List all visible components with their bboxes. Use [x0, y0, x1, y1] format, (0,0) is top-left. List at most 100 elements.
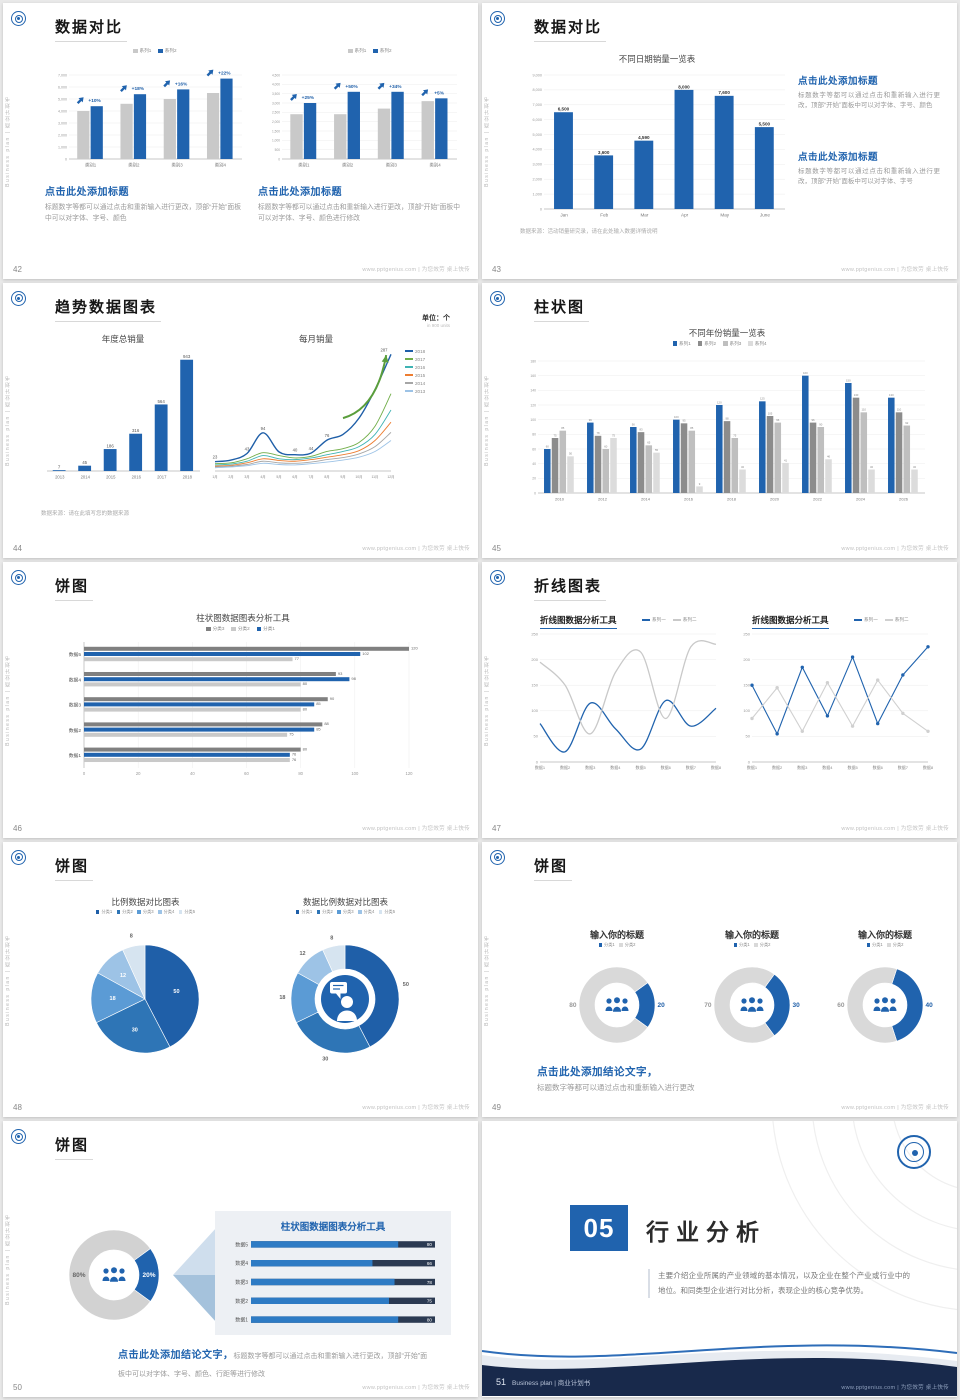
- svg-text:50: 50: [403, 982, 409, 988]
- svg-text:数据5: 数据5: [847, 764, 858, 770]
- svg-text:60: 60: [244, 771, 249, 776]
- slide-51[interactable]: 05 行业分析 主要介绍企业所属的产业领域的基本情况，以及企业在整个产业或行业中…: [482, 1121, 957, 1397]
- svg-text:数据7: 数据7: [898, 764, 909, 770]
- svg-text:40: 40: [293, 447, 298, 452]
- donut-chart: 50 30 18 12 8: [265, 920, 425, 1078]
- legend-item: 系列2: [158, 48, 177, 54]
- legend-item: 2016: [405, 365, 425, 370]
- svg-text:88: 88: [324, 721, 329, 726]
- chart-legend: 系列一 系列二: [854, 617, 909, 623]
- slide-49[interactable]: Business plan | 商业计划书 饼图 输入你的标题 分类1 分类2 2…: [482, 841, 957, 1118]
- svg-text:6,000: 6,000: [58, 85, 67, 89]
- svg-text:110: 110: [862, 407, 867, 411]
- svg-text:12: 12: [299, 951, 305, 957]
- page-number: 50: [13, 1383, 22, 1392]
- svg-text:+50%: +50%: [345, 84, 358, 90]
- svg-text:数据4: 数据4: [235, 1261, 248, 1268]
- legend-item: 2013: [405, 389, 425, 394]
- chapter-number: 05: [570, 1205, 628, 1252]
- legend-item: 分类5: [378, 909, 395, 915]
- svg-text:200: 200: [743, 657, 750, 662]
- slide-title: 趋势数据图表: [55, 296, 162, 322]
- svg-text:+18%: +18%: [132, 86, 145, 92]
- slide-50[interactable]: Business plan | 商业计划书 饼图 20% 80% 柱状图数据图表分…: [3, 1121, 478, 1397]
- svg-text:100: 100: [674, 415, 679, 419]
- svg-text:150: 150: [743, 683, 750, 688]
- side-label: Business plan | 商业计划书: [5, 933, 11, 1026]
- svg-text:12月: 12月: [387, 475, 394, 479]
- legend-item: 分类3: [337, 909, 354, 915]
- svg-text:44: 44: [309, 446, 314, 451]
- brand-logo-icon: [11, 11, 26, 26]
- svg-text:40: 40: [925, 1002, 933, 1009]
- svg-text:数据5: 数据5: [635, 764, 646, 770]
- svg-text:3,000: 3,000: [272, 101, 280, 105]
- svg-text:150: 150: [531, 683, 538, 688]
- slide-46[interactable]: Business plan | 商业计划书 饼图 柱状图数据图表分析工具 分类3…: [3, 562, 478, 838]
- svg-text:2016: 2016: [132, 474, 142, 479]
- legend-item: 系列4: [748, 341, 767, 347]
- donut-chart: 20 80: [557, 954, 677, 1056]
- svg-text:60: 60: [532, 447, 536, 451]
- unit-label: 单位：个 in 900 units: [422, 313, 450, 328]
- svg-text:+5%: +5%: [434, 90, 444, 96]
- page-number: 51: [496, 1377, 507, 1387]
- conclusion-heading: 点击此处添加结论文字，: [118, 1350, 234, 1362]
- legend-item: 2014: [405, 381, 425, 386]
- chart-legend: 系列1 系列2: [348, 48, 392, 54]
- pie-chart: 50 30 18 12 8: [65, 920, 225, 1078]
- chart-legend: 分类1 分类2 分类3 分类4 分类5: [53, 909, 238, 915]
- block-body: 标题数字等都可以通过点击和重新输入进行更改，顶部“开始”面板中可以对字体、字号、…: [45, 203, 241, 222]
- svg-text:83: 83: [639, 427, 643, 431]
- svg-text:92: 92: [905, 421, 909, 425]
- svg-text:100: 100: [530, 418, 536, 422]
- svg-text:0: 0: [65, 157, 67, 161]
- svg-text:78: 78: [596, 431, 600, 435]
- svg-text:+16%: +16%: [175, 81, 188, 87]
- slide-45[interactable]: Business plan | 商业计划书 柱状图 不同年份销量一览表 系列1 系…: [482, 282, 957, 559]
- slide-43[interactable]: Business plan | 商业计划书 数据对比 不同日期销量一览表 0 1,…: [482, 3, 957, 279]
- multi-series-bar-chart: 0 20 40 60 80 100 120 140 160 180 60 96 90 100 120 125 1…: [514, 353, 928, 505]
- svg-text:2017: 2017: [157, 474, 167, 479]
- donut-chart: 30 70: [692, 954, 812, 1056]
- slide-47[interactable]: Business plan | 商业计划书 折线图表 折线图数据分析工具 系列一…: [482, 562, 957, 838]
- block-body: 标题数字等都可以通过点击和重新输入进行更改，顶部“开始”面板中可以对字体、字号、…: [798, 91, 940, 110]
- slide-42[interactable]: Business plan | 商业计划书 数据对比 系列1 系列2 系列1 系列2…: [3, 3, 478, 279]
- svg-text:0: 0: [540, 207, 542, 211]
- chart-title: 折线图数据分析工具: [540, 614, 617, 630]
- slide-48[interactable]: Business plan | 商业计划书 饼图 比例数据对比图表 分类1 分类2…: [3, 841, 478, 1118]
- svg-text:数据1: 数据1: [69, 752, 82, 759]
- slide-44[interactable]: Business plan | 商业计划书 趋势数据图表 单位：个 in 900…: [3, 282, 478, 559]
- text-block: 点击此处添加标题 标题数字等都可以通过点击和重新输入进行更改，顶部“开始”面板中…: [45, 183, 241, 224]
- svg-text:130: 130: [889, 393, 894, 397]
- svg-text:数据4: 数据4: [822, 764, 833, 770]
- svg-text:125: 125: [760, 396, 765, 400]
- slide-title: 数据对比: [534, 16, 607, 42]
- svg-text:85: 85: [316, 727, 321, 732]
- svg-text:5,500: 5,500: [759, 122, 771, 127]
- conclusion-body: 标题数字等都可以通过点击和重新输入进行更改: [537, 1083, 695, 1093]
- page-number: 42: [13, 264, 22, 274]
- block-heading: 点击此处添加标题: [798, 152, 879, 163]
- side-label: Business plan | 商业计划书: [5, 1213, 11, 1306]
- legend-item: 系列一: [854, 617, 878, 623]
- svg-text:77: 77: [295, 656, 300, 661]
- svg-text:4,000: 4,000: [272, 83, 280, 87]
- svg-text:0: 0: [83, 771, 86, 776]
- svg-text:3,600: 3,600: [598, 150, 610, 155]
- svg-text:数据5: 数据5: [235, 1242, 248, 1249]
- svg-text:2024: 2024: [856, 496, 866, 501]
- conclusion-block: 点击此处添加结论文字，标题数字等都可以通过点击和重新输入进行更改，顶部“开始”面…: [118, 1345, 430, 1381]
- svg-text:Jan: Jan: [560, 213, 568, 218]
- text-block: 点击此处添加标题 标题数字等都可以通过点击和重新输入进行更改，顶部“开始”面板中…: [798, 149, 940, 188]
- svg-text:60: 60: [837, 1002, 845, 1009]
- svg-text:250: 250: [743, 631, 750, 636]
- svg-text:9,000: 9,000: [532, 73, 542, 77]
- svg-text:类别1: 类别1: [85, 162, 97, 169]
- svg-text:6月: 6月: [292, 475, 297, 479]
- svg-text:98: 98: [725, 416, 729, 420]
- side-label: Business plan | 商业计划书: [484, 374, 490, 467]
- svg-text:80%: 80%: [72, 1272, 85, 1279]
- footer-site-text: www.pptgenius.com | 为您效劳 桌上快传: [841, 1105, 949, 1112]
- chart-legend: 系列1 系列2 系列3 系列4: [482, 341, 957, 347]
